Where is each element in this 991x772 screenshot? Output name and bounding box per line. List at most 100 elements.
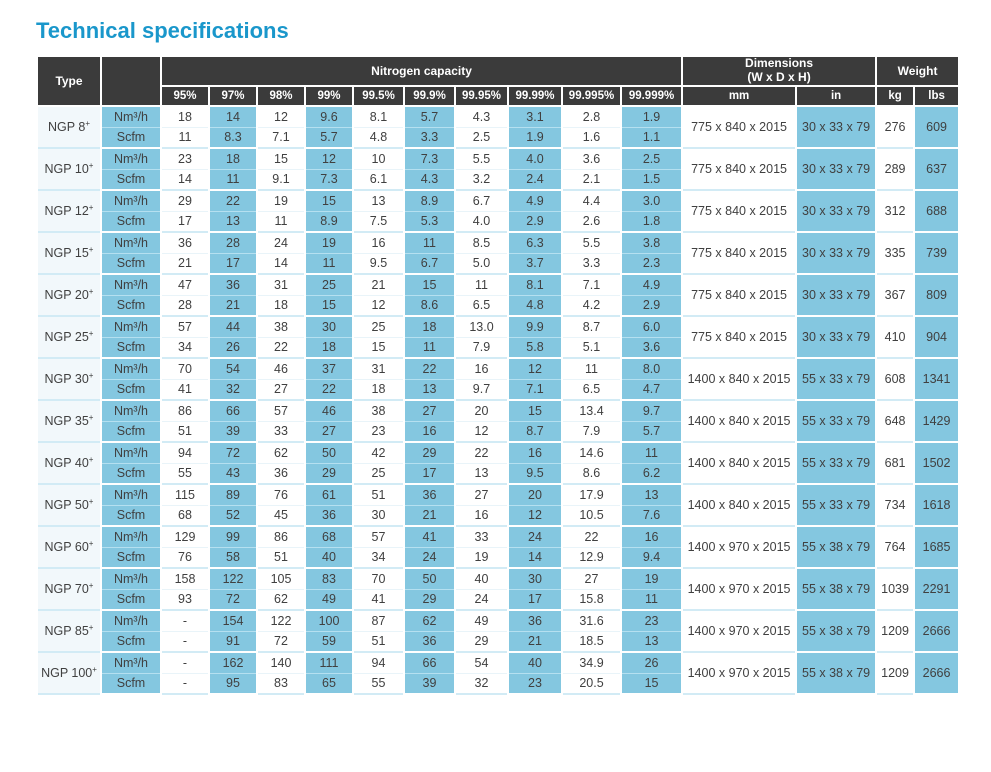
capacity-cell: 16 — [456, 358, 507, 380]
dimensions-mm-cell: 775 x 840 x 2015 — [683, 190, 796, 233]
capacity-cell: 25 — [354, 463, 403, 485]
capacity-cell: 7.3 — [306, 169, 352, 191]
capacity-cell: 26 — [210, 337, 256, 359]
capacity-cell: 3.2 — [456, 169, 507, 191]
capacity-cell: 27 — [258, 379, 304, 401]
capacity-cell: 28 — [162, 295, 208, 317]
capacity-cell: 16 — [456, 505, 507, 527]
capacity-cell: 36 — [405, 631, 454, 653]
spec-row-nm3h: NGP 12+ Nm³/h 29 22 19 15 13 8.9 6.7 4.9 4.4 3.0 775… — [38, 190, 959, 233]
capacity-cell: 47 — [162, 274, 208, 296]
type-cell: NGP 30+ — [38, 358, 100, 401]
dimensions-mm-cell: 1400 x 970 x 2015 — [683, 526, 796, 569]
capacity-cell: 6.7 — [405, 253, 454, 275]
type-cell: NGP 35+ — [38, 400, 100, 443]
weight-kg-header: kg — [877, 86, 914, 107]
spec-table: Type Nitrogen capacity Dimensions (W x D… — [36, 56, 960, 695]
spec-row-scfm: Scfm 76 58 51 40 34 24 19 14 12.9 9.4 — [38, 547, 958, 569]
capacity-cell: 30 — [354, 505, 403, 527]
capacity-cell: 70 — [354, 568, 403, 590]
capacity-cell: 27 — [405, 400, 454, 422]
capacity-cell: 50 — [405, 568, 454, 590]
capacity-cell: 22 — [563, 526, 620, 548]
capacity-cell: 41 — [405, 526, 454, 548]
capacity-cell: 58 — [210, 547, 256, 569]
spec-row-scfm: Scfm 14 11 9.1 7.3 6.1 4.3 3.2 2.4 2.1 1.5 — [38, 169, 958, 191]
capacity-cell: 76 — [258, 484, 304, 506]
spec-row-nm3h: NGP 15+ Nm³/h 36 28 24 19 16 11 8.5 6.3 5.5 3.8 775 … — [38, 232, 959, 275]
capacity-cell: 14 — [509, 547, 561, 569]
weight-lbs-cell: 1429 — [915, 400, 959, 443]
capacity-cell: 15 — [306, 295, 352, 317]
dimensions-in-cell: 30 x 33 x 79 — [797, 106, 876, 149]
capacity-cell: 55 — [354, 673, 403, 695]
capacity-cell: 32 — [456, 673, 507, 695]
capacity-cell: 42 — [354, 442, 403, 464]
capacity-cell: 17.9 — [563, 484, 620, 506]
weight-lbs-cell: 609 — [915, 106, 959, 149]
capacity-cell: 8.6 — [405, 295, 454, 317]
type-cell: NGP 70+ — [38, 568, 100, 611]
dimensions-mm-cell: 1400 x 970 x 2015 — [683, 610, 796, 653]
capacity-cell: 122 — [210, 568, 256, 590]
capacity-cell: 36 — [405, 484, 454, 506]
capacity-cell: 9.7 — [622, 400, 682, 422]
capacity-cell: 15 — [622, 673, 682, 695]
capacity-cell: 8.5 — [456, 232, 507, 254]
capacity-cell: 11 — [622, 589, 682, 611]
spec-row-nm3h: NGP 35+ Nm³/h 86 66 57 46 38 27 20 15 13.4 9.7 1400 … — [38, 400, 959, 443]
capacity-cell: 22 — [210, 190, 256, 212]
unit-cell: Scfm — [102, 421, 160, 443]
capacity-cell: 7.1 — [563, 274, 620, 296]
dimensions-in-cell: 55 x 38 x 79 — [797, 610, 876, 653]
capacity-cell: 18 — [162, 106, 208, 128]
capacity-cell: 158 — [162, 568, 208, 590]
capacity-cell: 4.9 — [509, 190, 561, 212]
capacity-cell: 22 — [456, 442, 507, 464]
capacity-cell: 4.7 — [622, 379, 682, 401]
capacity-cell: 4.8 — [354, 127, 403, 149]
capacity-cell: 61 — [306, 484, 352, 506]
capacity-cell: 6.1 — [354, 169, 403, 191]
capacity-cell: 8.1 — [354, 106, 403, 128]
capacity-cell: 43 — [210, 463, 256, 485]
capacity-cell: 3.1 — [509, 106, 561, 128]
capacity-cell: 66 — [405, 652, 454, 674]
capacity-cell: 40 — [509, 652, 561, 674]
capacity-cell: 9.5 — [354, 253, 403, 275]
capacity-cell: 51 — [162, 421, 208, 443]
capacity-col-header: 99.5% — [354, 86, 403, 107]
spec-row-nm3h: NGP 50+ Nm³/h 115 89 76 61 51 36 27 20 17.9 13 1400 … — [38, 484, 959, 527]
capacity-cell: 11 — [258, 211, 304, 233]
capacity-cell: 44 — [210, 316, 256, 338]
capacity-cell: 3.6 — [563, 148, 620, 170]
type-cell: NGP 50+ — [38, 484, 100, 527]
capacity-cell: 55 — [162, 463, 208, 485]
capacity-cell: 12 — [258, 106, 304, 128]
capacity-cell: 51 — [354, 631, 403, 653]
spec-row-nm3h: NGP 8+ Nm³/h 18 14 12 9.6 8.1 5.7 4.3 3.1 2.8 1.9 77… — [38, 106, 959, 149]
capacity-cell: 14 — [210, 106, 256, 128]
weight-kg-cell: 335 — [877, 232, 914, 275]
capacity-cell: 8.7 — [509, 421, 561, 443]
weight-kg-cell: 734 — [877, 484, 914, 527]
dimensions-in-cell: 30 x 33 x 79 — [797, 232, 876, 275]
capacity-cell: 4.4 — [563, 190, 620, 212]
capacity-cell: 11 — [622, 442, 682, 464]
type-cell: NGP 85+ — [38, 610, 100, 653]
capacity-cell: 18 — [354, 379, 403, 401]
capacity-cell: 11 — [405, 232, 454, 254]
dimensions-in-cell: 55 x 33 x 79 — [797, 484, 876, 527]
capacity-cell: 6.0 — [622, 316, 682, 338]
capacity-cell: 12 — [509, 505, 561, 527]
dimensions-mm-cell: 1400 x 970 x 2015 — [683, 568, 796, 611]
capacity-cell: 94 — [354, 652, 403, 674]
capacity-cell: 6.2 — [622, 463, 682, 485]
capacity-cell: 62 — [258, 589, 304, 611]
capacity-cell: 13 — [456, 463, 507, 485]
type-cell: NGP 40+ — [38, 442, 100, 485]
dimensions-mm-cell: 1400 x 840 x 2015 — [683, 484, 796, 527]
spec-row-nm3h: NGP 60+ Nm³/h 129 99 86 68 57 41 33 24 22 16 1400 x … — [38, 526, 959, 569]
weight-kg-cell: 410 — [877, 316, 914, 359]
capacity-cell: 33 — [456, 526, 507, 548]
